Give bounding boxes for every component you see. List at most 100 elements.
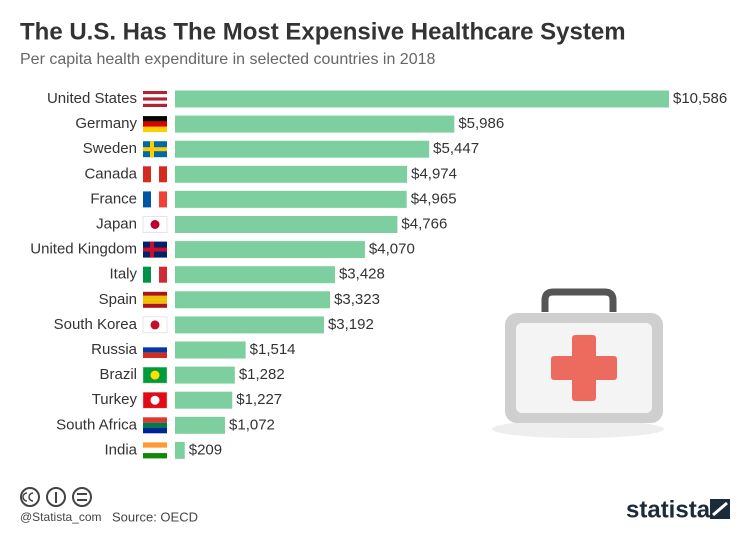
flag-part <box>143 291 167 296</box>
flag <box>142 366 168 384</box>
flag-part <box>159 191 167 208</box>
category-label: Brazil <box>99 366 137 383</box>
bar <box>175 266 335 284</box>
flag-part <box>159 166 167 183</box>
value-label: $209 <box>189 441 222 458</box>
bar <box>175 316 324 334</box>
flag-part <box>150 320 160 330</box>
flag-part <box>150 141 154 158</box>
bar <box>175 366 235 384</box>
category-label: Japan <box>96 215 137 232</box>
flag <box>143 166 167 183</box>
flag-part <box>143 91 167 95</box>
category-label: India <box>104 441 137 458</box>
bar <box>175 190 407 208</box>
bar <box>175 216 398 233</box>
category-label: Canada <box>84 165 137 182</box>
license-icons <box>20 487 92 507</box>
flag-part <box>143 147 167 152</box>
value-label: $10,586 <box>673 90 727 107</box>
flag <box>143 417 167 434</box>
value-label: $1,227 <box>236 391 282 408</box>
bar <box>175 165 408 183</box>
value-label: $4,766 <box>401 215 447 232</box>
flag <box>142 391 168 409</box>
flag <box>143 141 167 158</box>
flag-part <box>143 447 167 454</box>
category-label: Germany <box>75 115 137 132</box>
flag-part <box>151 266 159 283</box>
flag-part <box>143 299 167 304</box>
medical-kit-illustration <box>492 288 664 438</box>
flag-part <box>143 191 151 208</box>
flag-part <box>143 453 167 459</box>
value-label: $3,192 <box>328 316 374 333</box>
bar <box>175 241 365 259</box>
category-label: South Africa <box>56 416 138 433</box>
bar <box>175 140 430 158</box>
bar <box>175 115 455 133</box>
flag-part <box>150 370 160 380</box>
bar <box>175 391 233 409</box>
category-label: Russia <box>91 341 138 358</box>
flag <box>143 191 167 208</box>
flag-part <box>143 427 167 434</box>
flag <box>142 316 168 334</box>
flag <box>142 216 168 233</box>
flag-part <box>143 442 167 448</box>
value-label: $3,323 <box>334 291 380 308</box>
brand-logo: statista <box>626 496 711 523</box>
bar <box>175 441 185 459</box>
value-label: $4,974 <box>411 165 457 182</box>
flag-part <box>150 220 160 229</box>
source: Source: OECD <box>112 509 198 524</box>
value-label: $4,965 <box>411 190 457 207</box>
value-label: $5,447 <box>433 140 479 157</box>
flag-part <box>143 97 167 101</box>
value-label: $1,514 <box>250 341 296 358</box>
flag <box>143 442 167 459</box>
chart-title: The U.S. Has The Most Expensive Healthca… <box>20 18 626 45</box>
flag-part <box>143 126 167 133</box>
category-label: Turkey <box>92 391 138 408</box>
value-label: $4,070 <box>369 241 415 258</box>
flag-part <box>150 241 154 258</box>
flag-part <box>143 295 167 300</box>
bar <box>175 291 331 309</box>
flag-part <box>143 116 167 122</box>
category-label: Spain <box>99 291 137 308</box>
value-label: $1,282 <box>239 366 285 383</box>
chart-subtitle: Per capita health expenditure in selecte… <box>20 51 435 68</box>
bar <box>175 416 226 434</box>
flag-part <box>143 103 167 107</box>
flag-part <box>150 395 160 405</box>
category-label: Sweden <box>83 140 137 157</box>
handle: @Statista_com <box>20 510 102 524</box>
bar <box>175 90 669 108</box>
brand-mark <box>710 499 730 519</box>
category-label: Italy <box>109 266 137 283</box>
flag-part <box>143 166 151 183</box>
flag-part <box>143 347 167 353</box>
value-label: $1,072 <box>229 416 275 433</box>
category-label: United Kingdom <box>30 241 137 258</box>
flag-part <box>143 266 151 283</box>
flag-part <box>143 94 167 98</box>
flag-part <box>159 266 167 283</box>
flag-part <box>143 121 167 127</box>
flag-part <box>151 166 159 183</box>
category-label: South Korea <box>54 316 138 333</box>
flag-part <box>151 191 159 208</box>
bar <box>175 341 246 359</box>
flag <box>143 91 167 107</box>
flag-part <box>143 422 167 428</box>
value-label: $3,428 <box>339 266 385 283</box>
flag <box>143 241 167 258</box>
flag <box>143 342 167 358</box>
flag-part <box>143 247 167 252</box>
flag-part <box>143 100 167 104</box>
flag-part <box>143 303 167 308</box>
flag <box>143 291 167 308</box>
flag-part <box>143 342 167 348</box>
